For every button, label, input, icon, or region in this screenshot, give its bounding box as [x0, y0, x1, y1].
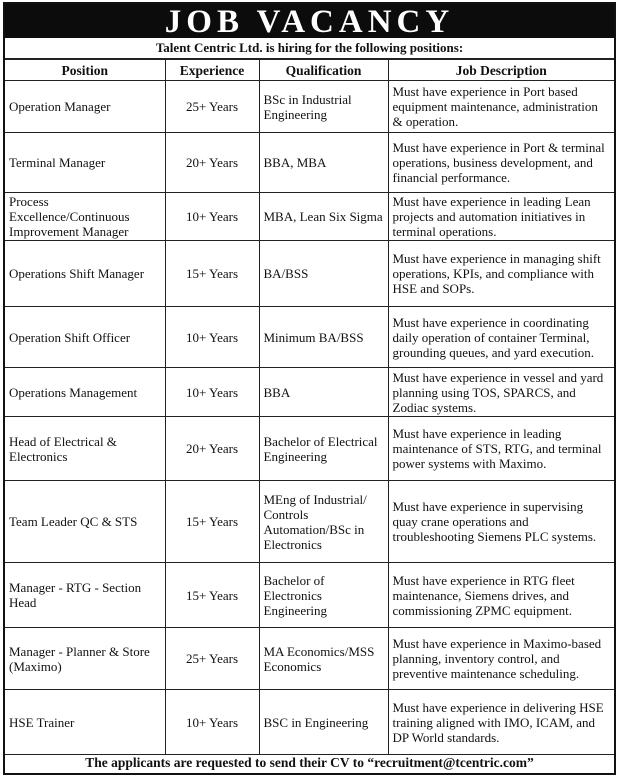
table-row: Manager - RTG - Section Head 15+ Years Bac…: [5, 562, 614, 628]
table-row: HSE Trainer 10+ Years BSC in Engineering Mu…: [5, 689, 614, 755]
experience-cell: 25+ Years: [164, 80, 260, 133]
table-row: Operation Manager 25+ Years BSc in Industr…: [5, 80, 614, 133]
qualification-cell: MEng of Industrial/ Controls Automation/…: [258, 480, 389, 563]
page-title: JOB VACANCY: [5, 4, 614, 40]
position-cell: Operations Management: [5, 367, 166, 417]
table-row: Operations Shift Manager 15+ Years BA/BSS M…: [5, 240, 614, 307]
experience-cell: 15+ Years: [164, 562, 260, 628]
qualification-cell: BBA: [258, 367, 389, 417]
job-vacancy-ad: JOB VACANCY Talent Centric Ltd. is hirin…: [3, 2, 616, 775]
description-cell: Must have experience in leading Lean pro…: [387, 192, 614, 241]
table-row: Terminal Manager 20+ Years BBA, MBA Must ha…: [5, 132, 614, 193]
column-header: Experience: [164, 59, 260, 81]
table-row: Manager - Planner & Store (Maximo) 25+ Ye…: [5, 627, 614, 690]
table-row: Process Excellence/Continuous Improvemen…: [5, 192, 614, 241]
experience-cell: 10+ Years: [164, 367, 260, 417]
subtitle: Talent Centric Ltd. is hiring for the fo…: [5, 38, 614, 59]
experience-cell: 20+ Years: [164, 132, 260, 193]
experience-cell: 10+ Years: [164, 192, 260, 241]
description-cell: Must have experience in coordinating dai…: [387, 306, 614, 368]
experience-cell: 25+ Years: [164, 627, 260, 690]
table-row: Operations Management 10+ Years BBA Must ha…: [5, 367, 614, 417]
experience-cell: 10+ Years: [164, 689, 260, 755]
position-cell: Manager - Planner & Store (Maximo): [5, 627, 166, 690]
description-cell: Must have experience in vessel and yard …: [387, 367, 614, 417]
position-cell: Operation Shift Officer: [5, 306, 166, 368]
description-cell: Must have experience in Maximo-based pla…: [387, 627, 614, 690]
description-cell: Must have experience in managing shift o…: [387, 240, 614, 307]
qualification-cell: MBA, Lean Six Sigma: [258, 192, 389, 241]
description-cell: Must have experience in RTG fleet mainte…: [387, 562, 614, 628]
position-cell: Terminal Manager: [5, 132, 166, 193]
qualification-cell: BBA, MBA: [258, 132, 389, 193]
application-instructions: The applicants are requested to send the…: [85, 755, 534, 770]
table-row: Operation Shift Officer 10+ Years Minimum …: [5, 306, 614, 368]
experience-cell: 15+ Years: [164, 480, 260, 563]
qualification-cell: BSC in Engineering: [258, 689, 389, 755]
table-header: Position Experience Qualification Job De…: [5, 59, 614, 81]
description-cell: Must have experience in delivering HSE t…: [387, 689, 614, 755]
description-cell: Must have experience in leading maintena…: [387, 416, 614, 481]
experience-cell: 10+ Years: [164, 306, 260, 368]
qualification-cell: BSc in Industrial Engineering: [258, 80, 389, 133]
column-header: Job Description: [387, 59, 614, 81]
qualification-cell: Bachelor of Electronics Engineering: [258, 562, 389, 628]
table-row: Team Leader QC & STS 15+ Years MEng of Ind…: [5, 480, 614, 563]
experience-cell: 20+ Years: [164, 416, 260, 481]
qualification-cell: Minimum BA/BSS: [258, 306, 389, 368]
description-cell: Must have experience in Port based equip…: [387, 80, 614, 133]
position-cell: Manager - RTG - Section Head: [5, 562, 166, 628]
qualification-cell: MA Economics/MSS Economics: [258, 627, 389, 690]
column-header: Position: [5, 59, 166, 81]
position-cell: Operation Manager: [5, 80, 166, 133]
description-cell: Must have experience in supervising quay…: [387, 480, 614, 563]
position-cell: Operations Shift Manager: [5, 240, 166, 307]
experience-cell: 15+ Years: [164, 240, 260, 307]
position-cell: Team Leader QC & STS: [5, 480, 166, 563]
description-cell: Must have experience in Port & terminal …: [387, 132, 614, 193]
table-row: Head of Electrical & Electronics 20+ Year…: [5, 416, 614, 481]
position-cell: Process Excellence/Continuous Improvemen…: [5, 192, 166, 241]
column-header: Qualification: [258, 59, 389, 81]
qualification-cell: BA/BSS: [258, 240, 389, 307]
position-cell: Head of Electrical & Electronics: [5, 416, 166, 481]
position-cell: HSE Trainer: [5, 689, 166, 755]
qualification-cell: Bachelor of Electrical Engineering: [258, 416, 389, 481]
positions-table: Position Experience Qualification Job De…: [5, 59, 614, 755]
